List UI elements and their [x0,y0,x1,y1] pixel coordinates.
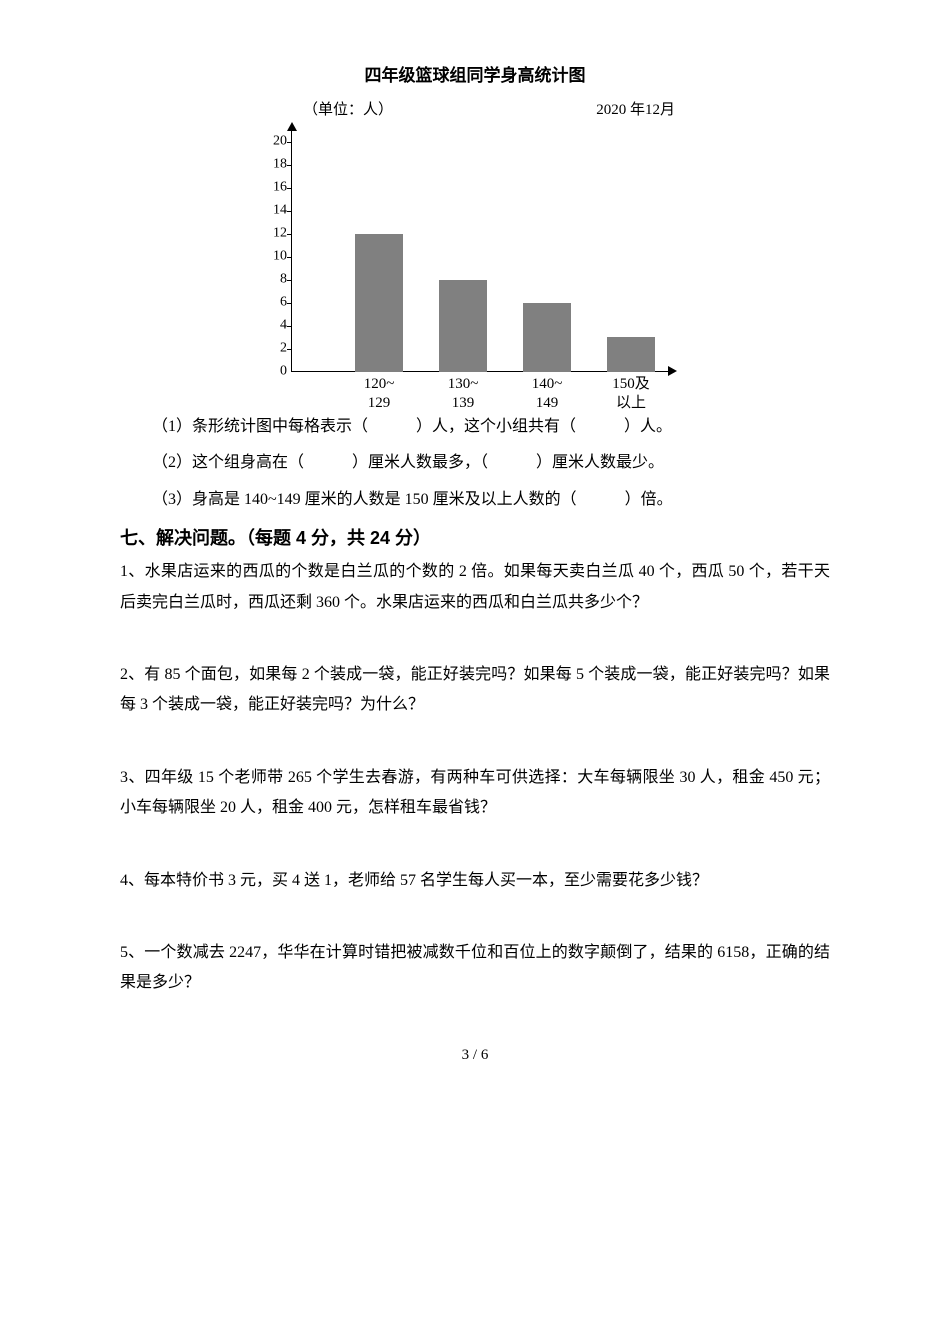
y-tick-label: 0 [263,359,287,386]
x-tick-label: 150及以上 [601,375,661,414]
y-tick [287,188,291,189]
y-tick-label: 2 [263,336,287,363]
bar [523,303,571,372]
chart-q1: （1）条形统计图中每格表示（ ）人，这个小组共有（ ）人。 [120,412,830,442]
y-tick [287,234,291,235]
y-tick-label: 10 [263,244,287,271]
bar [355,234,403,372]
section-header: 七、解决问题。（每题 4 分，共 24 分） [120,521,830,555]
y-tick-label: 16 [263,175,287,202]
chart-q2: （2）这个组身高在（ ）厘米人数最多，（ ）厘米人数最少。 [120,448,830,478]
problem-1: 1、水果店运来的西瓜的个数是白兰瓜的个数的 2 倍。如果每天卖白兰瓜 40 个，… [120,557,830,618]
chart-title: 四年级篮球组同学身高统计图 [255,60,695,92]
y-axis [291,127,292,372]
y-tick-label: 8 [263,267,287,294]
chart-questions: （1）条形统计图中每格表示（ ）人，这个小组共有（ ）人。 （2）这个组身高在（… [120,412,830,515]
chart-date-label: 2020 年12月 [596,96,675,125]
y-tick-label: 14 [263,198,287,225]
page-number: 3 / 6 [120,1041,830,1070]
y-tick-label: 4 [263,313,287,340]
y-tick-label: 20 [263,129,287,156]
chart-q3: （3）身高是 140~149 厘米的人数是 150 厘米及以上人数的（ ）倍。 [120,485,830,515]
problem-4: 4、每本特价书 3 元，买 4 送 1，老师给 57 名学生每人买一本，至少需要… [120,866,830,896]
bar [439,280,487,372]
bar [607,337,655,372]
y-tick [287,280,291,281]
y-axis-arrow [287,122,297,131]
y-tick [287,211,291,212]
y-tick-label: 12 [263,221,287,248]
x-axis-arrow [668,366,677,376]
x-tick-label: 130~139 [433,375,493,414]
chart-unit-label: （单位：人） [303,96,393,125]
y-tick [287,257,291,258]
x-tick-label: 140~149 [517,375,577,414]
y-tick [287,349,291,350]
chart-header: （单位：人） 2020 年12月 [255,96,695,125]
y-tick [287,165,291,166]
y-tick-label: 18 [263,152,287,179]
y-tick [287,142,291,143]
problem-5: 5、一个数减去 2247，华华在计算时错把被减数千位和百位上的数字颠倒了，结果的… [120,938,830,999]
y-tick-label: 6 [263,290,287,317]
y-tick [287,326,291,327]
problem-3: 3、四年级 15 个老师带 265 个学生去春游，有两种车可供选择：大车每辆限坐… [120,763,830,824]
y-tick [287,303,291,304]
chart-container: 四年级篮球组同学身高统计图 （单位：人） 2020 年12月 024681012… [255,60,695,392]
bar-chart: 02468101214161820 120~129130~139140~1491… [255,127,695,392]
problem-2: 2、有 85 个面包，如果每 2 个装成一袋，能正好装完吗？如果每 5 个装成一… [120,660,830,721]
x-tick-label: 120~129 [349,375,409,414]
